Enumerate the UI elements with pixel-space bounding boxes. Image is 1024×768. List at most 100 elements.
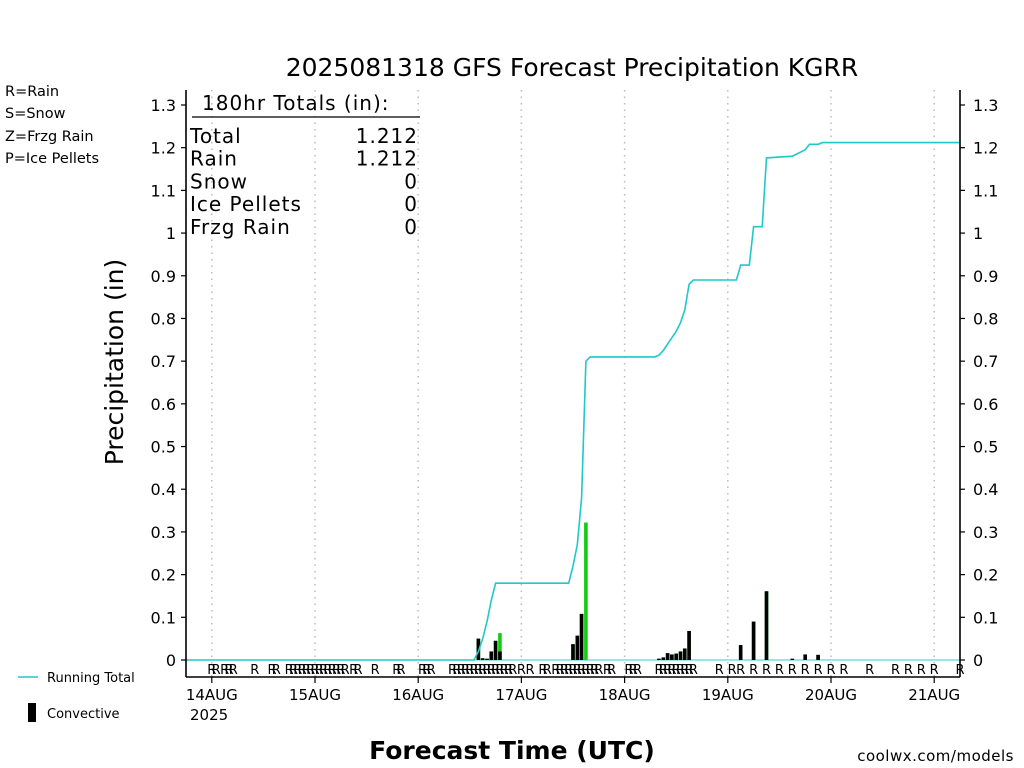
rain-type-marker: R xyxy=(225,663,234,678)
rain-type-marker: R xyxy=(457,663,466,678)
x-tick-label: 18AUG xyxy=(599,686,651,704)
y-tick-label-left: 0 xyxy=(166,651,176,670)
rain-type-marker: R xyxy=(676,663,685,678)
y-tick-label-right: 1.1 xyxy=(973,181,998,200)
rain-type-marker: R xyxy=(659,663,668,678)
y-tick-label-right: 1.2 xyxy=(973,139,998,158)
totals-row-value: 1.212 xyxy=(356,147,418,171)
type-legend-rain: R=Rain xyxy=(5,84,59,100)
rain-type-marker: R xyxy=(891,663,900,678)
rain-type-marker: R xyxy=(904,663,913,678)
type-legend-ice-pellets: P=Ice Pellets xyxy=(5,151,99,167)
rain-type-marker: R xyxy=(667,663,676,678)
rain-bar xyxy=(498,633,502,660)
rain-type-marker: R xyxy=(212,663,221,678)
x-tick-label: 15AUG xyxy=(289,686,341,704)
rain-type-marker: R xyxy=(461,663,470,678)
rain-type-marker: R xyxy=(689,663,698,678)
totals-row-value: 0 xyxy=(404,192,418,216)
rain-type-marker: R xyxy=(298,663,307,678)
totals-header: 180hr Totals (in): xyxy=(202,91,390,115)
rain-type-marker: R xyxy=(427,663,436,678)
rain-type-marker: R xyxy=(491,663,500,678)
totals-row-value: 0 xyxy=(404,169,418,193)
rain-type-marker: R xyxy=(560,663,569,678)
rain-type-marker: R xyxy=(349,663,358,678)
totals-row-label: Snow xyxy=(190,169,248,193)
rain-type-marker: R xyxy=(801,663,810,678)
rain-type-marker: R xyxy=(332,663,341,678)
rain-type-marker: R xyxy=(728,663,737,678)
rain-type-marker: R xyxy=(826,663,835,678)
convective-bar xyxy=(682,648,687,660)
y-tick-label-right: 0.5 xyxy=(973,438,998,457)
convective-legend-swatch xyxy=(28,703,36,722)
rain-type-marker: R xyxy=(272,663,281,678)
rain-type-marker: R xyxy=(629,663,638,678)
convective-bar xyxy=(498,651,502,660)
running-total-line xyxy=(186,141,960,661)
rain-type-marker: R xyxy=(672,663,681,678)
rain-type-marker: R xyxy=(267,663,276,678)
totals-box: 180hr Totals (in): Total 1.212 Rain 1.212 Sn… xyxy=(189,91,420,239)
convective-bar xyxy=(790,658,795,660)
rain-type-marker: R xyxy=(917,663,926,678)
rain-type-marker: R xyxy=(354,663,363,678)
rain-type-marker: R xyxy=(839,663,848,678)
x-tick-label: 20AUG xyxy=(805,686,857,704)
rain-type-marker: R xyxy=(504,663,513,678)
y-tick-label-left: 0.9 xyxy=(151,267,176,286)
rain-type-marker: R xyxy=(586,663,595,678)
totals-row-label: Total xyxy=(189,124,242,148)
series-legend: Running Total Convective xyxy=(18,671,135,722)
y-tick-label-right: 0.6 xyxy=(973,395,998,414)
rain-type-marker: R xyxy=(418,663,427,678)
chart-title: 2025081318 GFS Forecast Precipitation KG… xyxy=(286,53,859,82)
rain-type-marker: R xyxy=(715,663,724,678)
rain-bar xyxy=(584,522,588,660)
totals-rows: Total 1.212 Rain 1.212 Snow 0 Ice Pellets 0 Frzg… xyxy=(189,124,418,239)
convective-bar xyxy=(803,654,807,660)
rain-type-marker: R xyxy=(551,663,560,678)
convective-bar xyxy=(816,654,820,660)
convective-bar xyxy=(670,654,674,660)
rain-type-marker: R xyxy=(788,663,797,678)
y-tick-label-right: 0.2 xyxy=(973,566,998,585)
convective-bar xyxy=(480,658,485,660)
y-tick-label-right: 0.7 xyxy=(973,352,998,371)
rain-type-marker: R xyxy=(341,663,350,678)
type-legend-snow: S=Snow xyxy=(5,106,66,122)
axes xyxy=(185,90,961,683)
rain-type-marker: R xyxy=(500,663,509,678)
rain-type-marker: R xyxy=(319,663,328,678)
y-tick-label-right: 0.3 xyxy=(973,523,998,542)
x-tick-label: 21AUG xyxy=(908,686,960,704)
rain-type-marker: R xyxy=(663,663,672,678)
y-axis-label: Precipitation (in) xyxy=(100,259,129,466)
watermark: coolwx.com/models xyxy=(857,747,1014,765)
y-tick-label-right: 0.9 xyxy=(973,267,998,286)
rain-type-marker: R xyxy=(250,663,259,678)
rain-type-marker: R xyxy=(577,663,586,678)
running-total-legend-label: Running Total xyxy=(47,671,135,686)
year-label: 2025 xyxy=(190,706,228,724)
rain-type-marker: R xyxy=(568,663,577,678)
rain-type-marker: R xyxy=(207,663,216,678)
convective-bar xyxy=(657,658,661,660)
x-tick-label: 16AUG xyxy=(392,686,444,704)
y-tick-label-left: 0.1 xyxy=(151,608,176,627)
rain-type-marker: R xyxy=(220,663,229,678)
rain-type-marker: R xyxy=(285,663,294,678)
rain-type-marker: R xyxy=(328,663,337,678)
x-tick-label: 17AUG xyxy=(495,686,547,704)
y-tick-label-left: 0.3 xyxy=(151,523,176,542)
y-tick-label-left: 1.3 xyxy=(151,96,176,115)
x-tick-labels: 14AUG 15AUG 16AUG 17AUG 18AUG 19AUG 20AUG 21AUG xyxy=(186,686,960,704)
convective-bar xyxy=(571,644,575,660)
rain-type-marker: R xyxy=(465,663,474,678)
y-tick-label-left: 0.6 xyxy=(151,395,176,414)
convective-bar xyxy=(738,645,743,660)
y-tick-labels: 0 00.1 0.10.2 0.20.3 0.30.4 0.40.5 0.50.6 0.60.… xyxy=(151,96,999,670)
rain-type-marker: R xyxy=(293,663,302,678)
rain-type-marker: R xyxy=(654,663,663,678)
